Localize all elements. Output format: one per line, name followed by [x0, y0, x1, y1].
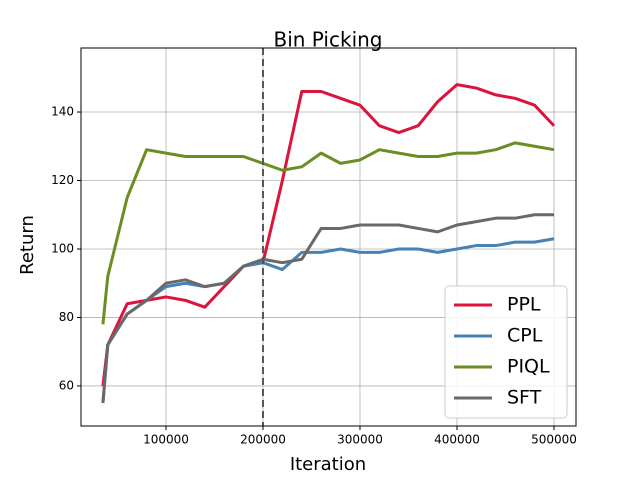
x-tick-label: 500000	[531, 433, 577, 447]
legend-label: PPL	[507, 294, 541, 316]
x-tick-label: 400000	[434, 433, 480, 447]
series-line	[101, 83, 556, 387]
x-tick-label: 200000	[240, 433, 286, 447]
y-tick-label: 80	[59, 310, 74, 324]
legend: PPL CPL PIQL SFT	[444, 285, 568, 419]
x-tick-label: 300000	[337, 433, 383, 447]
legend-box	[444, 285, 568, 419]
series-line	[101, 213, 554, 404]
series-line	[101, 237, 555, 404]
y-tick-label: 140	[51, 105, 74, 119]
x-tick-label: 100000	[143, 433, 189, 447]
y-axis-label: Return	[17, 215, 38, 275]
x-axis-label: Iteration	[290, 454, 366, 475]
series-line	[101, 141, 555, 325]
y-tick-label: 60	[59, 378, 74, 392]
legend-label: PIQL	[507, 356, 550, 378]
y-tick-label: 120	[51, 173, 74, 187]
plot-frame	[80, 47, 577, 427]
legend-label: SFT	[507, 387, 542, 409]
legend-label: CPL	[507, 325, 543, 347]
y-tick-label: 100	[51, 241, 74, 255]
